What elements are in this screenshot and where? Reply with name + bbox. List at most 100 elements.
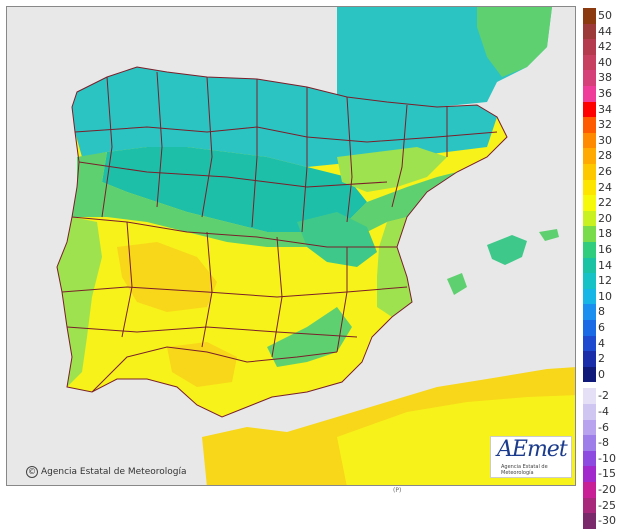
betic-mountains	[267, 307, 352, 367]
portugal-coast	[57, 217, 102, 387]
legend-swatch	[583, 419, 596, 436]
legend-label: -15	[598, 467, 616, 481]
legend-swatch	[583, 335, 596, 352]
legend-item: -10	[583, 450, 627, 467]
iberian-system-cool	[297, 212, 377, 267]
legend-swatch	[583, 288, 596, 305]
legend-swatch	[583, 23, 596, 40]
legend-swatch	[583, 86, 596, 102]
legend-item: 30	[583, 132, 627, 149]
legend-item: 32	[583, 117, 627, 133]
legend-label: 22	[598, 196, 612, 210]
legend-swatch	[583, 132, 596, 149]
legend-label: -8	[598, 436, 609, 450]
legend-item: 10	[583, 288, 627, 305]
legend-item: -2	[583, 388, 627, 404]
legend-item: -20	[583, 482, 627, 498]
menorca	[539, 229, 559, 241]
legend-swatch	[583, 242, 596, 258]
legend-swatch	[583, 117, 596, 133]
legend-item: -8	[583, 435, 627, 451]
legend-swatch	[583, 54, 596, 71]
legend-label: 8	[598, 305, 605, 319]
legend-swatch	[583, 148, 596, 164]
legend-label: 18	[598, 227, 612, 241]
legend-swatch	[583, 226, 596, 242]
legend-label: 0	[598, 367, 605, 381]
legend-item: 12	[583, 273, 627, 289]
legend-swatch	[583, 466, 596, 482]
legend-label: 12	[598, 274, 612, 288]
legend-item: 22	[583, 195, 627, 211]
scale-note: (P)	[393, 487, 402, 494]
legend-item: 38	[583, 70, 627, 86]
legend-label: 44	[598, 24, 612, 38]
legend-label: 34	[598, 102, 612, 116]
copyright-notice: © Agencia Estatal de Meteorología	[26, 466, 187, 478]
guadalquivir-warm	[167, 342, 237, 387]
legend-swatch	[583, 101, 596, 118]
logo-subtitle: Agencia Estatal de Meteorología	[501, 464, 548, 476]
legend-label: 24	[598, 180, 612, 194]
duero-plateau	[102, 147, 367, 232]
southwest-warm	[117, 242, 217, 312]
legend-item: 28	[583, 148, 627, 164]
legend-swatch	[583, 39, 596, 55]
legend-item: 44	[583, 23, 627, 40]
legend-item: 14	[583, 257, 627, 274]
aemet-logo: AEmet Agencia Estatal de Meteorología	[490, 436, 572, 478]
legend-item: -30	[583, 513, 627, 529]
legend-item: 34	[583, 101, 627, 118]
legend-label: 26	[598, 165, 612, 178]
legend-label: 36	[598, 87, 612, 100]
legend-item: 6	[583, 320, 627, 336]
legend-swatch	[583, 450, 596, 467]
legend-item: 16	[583, 242, 627, 258]
legend-item: 8	[583, 304, 627, 320]
legend-item: 50	[583, 8, 627, 24]
legend-item: 42	[583, 39, 627, 55]
legend-swatch	[583, 366, 596, 383]
legend-swatch	[583, 257, 596, 274]
legend-item: 24	[583, 179, 627, 196]
legend-label: -10	[598, 451, 616, 465]
legend-label: 28	[598, 149, 612, 163]
legend-label: 42	[598, 40, 612, 54]
legend-label: 40	[598, 55, 612, 69]
logo-wordmark: AEmet	[497, 437, 568, 462]
legend-label: -25	[598, 498, 616, 512]
legend-label: 2	[598, 352, 605, 366]
legend-swatch	[583, 179, 596, 196]
legend-item: 4	[583, 335, 627, 352]
legend-swatch	[583, 273, 596, 289]
legend-label: 10	[598, 289, 612, 303]
legend-swatch	[583, 404, 596, 420]
ibiza	[447, 273, 467, 295]
legend-item: 36	[583, 86, 627, 102]
legend-swatch	[583, 388, 596, 404]
legend-label: -4	[598, 405, 609, 418]
north-cool-band	[72, 67, 497, 167]
temperature-map	[7, 7, 575, 485]
legend-item: 40	[583, 54, 627, 71]
legend-swatch	[583, 195, 596, 211]
legend-label: 20	[598, 211, 612, 225]
legend-swatch	[583, 164, 596, 180]
legend-item: -6	[583, 419, 627, 436]
legend-swatch	[583, 513, 596, 529]
legend-swatch	[583, 482, 596, 498]
mallorca	[487, 235, 527, 265]
legend-label: 14	[598, 258, 612, 272]
legend-label: -6	[598, 420, 609, 434]
green-band	[72, 152, 457, 247]
legend-item: 26	[583, 164, 627, 180]
legend-label: 6	[598, 321, 605, 334]
legend-swatch	[583, 210, 596, 227]
legend-label: -30	[598, 514, 616, 528]
legend-swatch	[583, 8, 596, 24]
east-coast-band	[377, 217, 412, 317]
legend-item: -4	[583, 404, 627, 420]
legend-label: -2	[598, 389, 609, 403]
legend-swatch	[583, 70, 596, 86]
copyright-text: Agencia Estatal de Meteorología	[41, 467, 187, 477]
